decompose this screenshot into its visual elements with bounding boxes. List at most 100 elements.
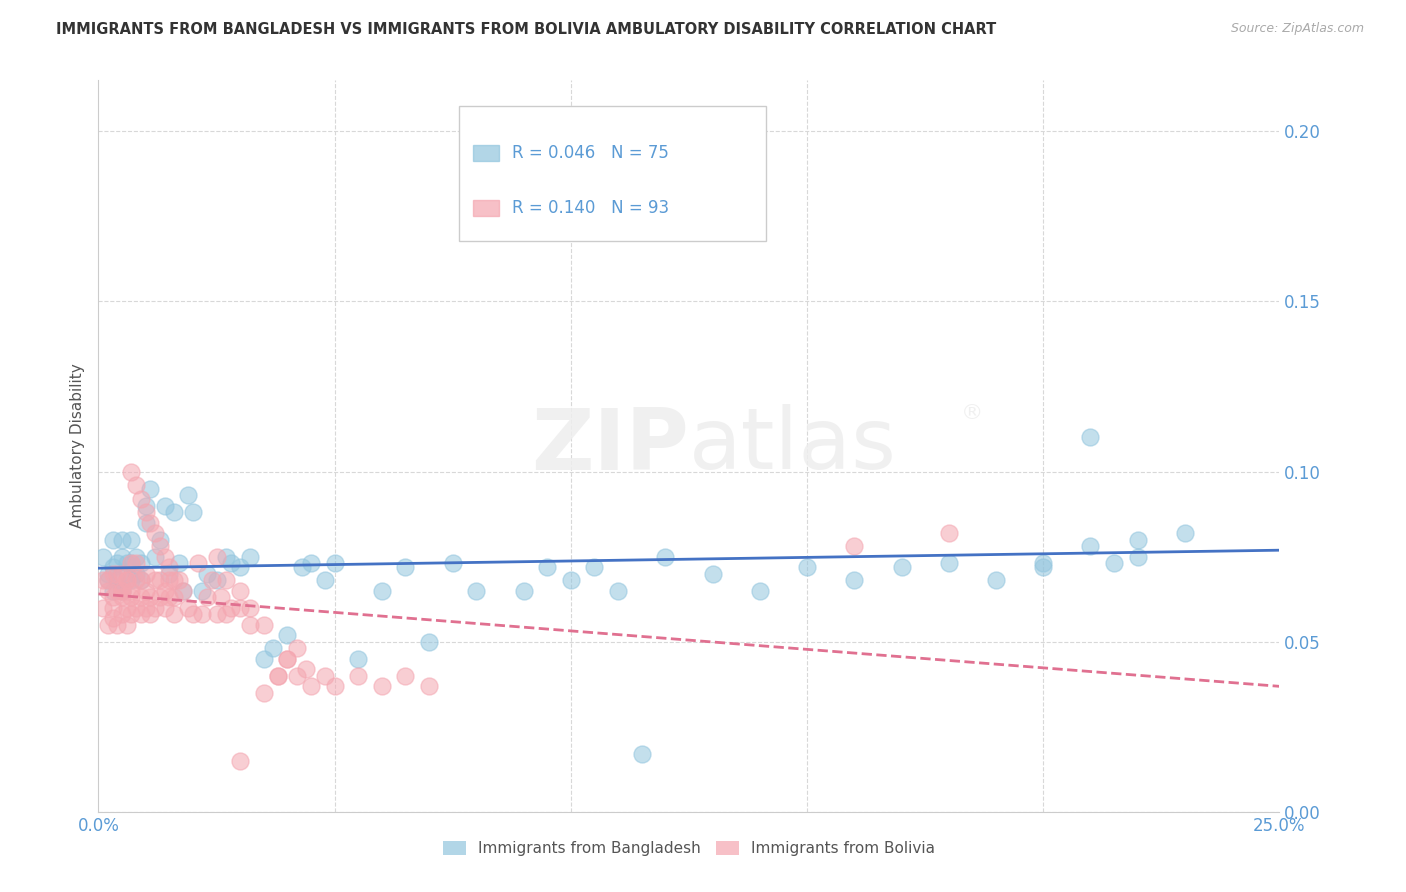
Point: [191, 607, 214, 622]
Point: [149, 533, 172, 547]
Point: [314, 574, 336, 588]
Point: [285, 641, 308, 656]
Point: [143, 549, 166, 564]
Point: [347, 651, 370, 665]
Point: [347, 668, 370, 682]
Point: [97, 583, 120, 598]
Point: [97, 574, 120, 588]
Point: [163, 505, 186, 519]
Point: [129, 607, 152, 622]
Point: [191, 583, 214, 598]
Legend: Immigrants from Bangladesh, Immigrants from Bolivia: Immigrants from Bangladesh, Immigrants f…: [437, 835, 941, 863]
Point: [135, 516, 157, 530]
Point: [205, 574, 228, 588]
Point: [654, 549, 676, 564]
Point: [215, 549, 238, 564]
Point: [135, 583, 157, 598]
Point: [844, 540, 866, 554]
Point: [105, 583, 128, 598]
Point: [229, 559, 252, 574]
Point: [149, 591, 172, 605]
Text: R = 0.140   N = 93: R = 0.140 N = 93: [512, 199, 669, 218]
Point: [229, 583, 252, 598]
Point: [267, 668, 290, 682]
Point: [371, 583, 394, 598]
Point: [125, 478, 148, 492]
Point: [163, 591, 186, 605]
Point: [129, 574, 152, 588]
Point: [129, 491, 152, 506]
Point: [1032, 557, 1054, 571]
Point: [105, 574, 128, 588]
Point: [121, 557, 143, 571]
Point: [157, 559, 180, 574]
Point: [129, 591, 152, 605]
Point: [1126, 549, 1149, 564]
Point: [253, 686, 276, 700]
Point: [163, 607, 186, 622]
Point: [229, 754, 252, 768]
Point: [607, 583, 630, 598]
Text: ®: ®: [962, 403, 984, 423]
Point: [418, 634, 440, 648]
Point: [1126, 533, 1149, 547]
Point: [394, 668, 416, 682]
Point: [239, 600, 262, 615]
Point: [115, 574, 138, 588]
Point: [441, 557, 464, 571]
Point: [153, 600, 176, 615]
Point: [135, 505, 157, 519]
Point: [1032, 559, 1054, 574]
Point: [91, 549, 114, 564]
Point: [101, 583, 124, 598]
Point: [111, 583, 134, 598]
Point: [984, 574, 1007, 588]
Point: [187, 557, 209, 571]
Point: [125, 549, 148, 564]
Point: [111, 583, 134, 598]
Point: [285, 668, 308, 682]
Point: [97, 617, 120, 632]
Point: [177, 488, 200, 502]
Point: [115, 557, 138, 571]
Point: [143, 525, 166, 540]
Point: [111, 583, 134, 598]
Point: [239, 617, 262, 632]
Point: [129, 557, 152, 571]
Point: [205, 607, 228, 622]
Point: [938, 557, 960, 571]
Point: [135, 566, 157, 581]
Point: [157, 574, 180, 588]
Point: [181, 607, 204, 622]
Point: [135, 600, 157, 615]
Point: [115, 617, 138, 632]
Point: [139, 482, 162, 496]
Point: [267, 668, 290, 682]
Point: [219, 600, 242, 615]
Point: [195, 591, 218, 605]
Point: [172, 583, 194, 598]
Point: [97, 566, 120, 581]
Point: [125, 574, 148, 588]
Point: [111, 549, 134, 564]
Point: [139, 607, 162, 622]
Point: [276, 651, 298, 665]
Point: [143, 600, 166, 615]
Point: [125, 566, 148, 581]
Point: [702, 210, 724, 224]
Point: [101, 591, 124, 605]
Point: [299, 557, 322, 571]
Point: [115, 566, 138, 581]
Point: [890, 559, 912, 574]
Point: [121, 591, 143, 605]
Point: [172, 583, 194, 598]
Point: [201, 574, 224, 588]
Point: [177, 600, 200, 615]
Point: [111, 566, 134, 581]
Point: [139, 516, 162, 530]
Point: [1080, 540, 1102, 554]
Point: [157, 566, 180, 581]
Point: [290, 559, 312, 574]
Point: [229, 600, 252, 615]
Point: [314, 668, 336, 682]
